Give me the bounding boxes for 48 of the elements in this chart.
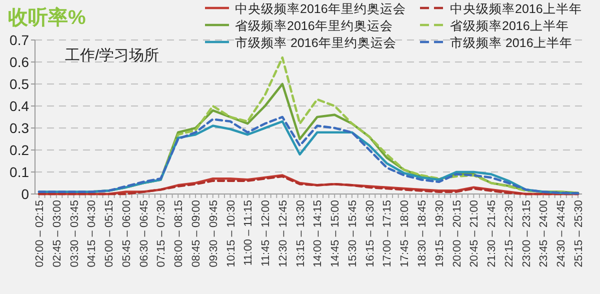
x-tick-label: 02:00 – 02:15	[34, 200, 46, 268]
x-tick-label: 10:15 – 10:30	[225, 200, 238, 268]
x-tick-label: 16:15 – 16:30	[364, 200, 376, 268]
x-tick-label: 25:15 – 25:30	[573, 200, 585, 268]
x-tick-label: 13:15 – 13:30	[294, 200, 307, 268]
x-tick-label: 11:00 – 11:15	[242, 200, 255, 266]
legend-label: 省级频率2016上半年	[450, 18, 569, 33]
legend-label: 中央级频率2016上半年	[450, 1, 582, 16]
y-tick-label: 0	[21, 186, 30, 202]
y-tick-label: 0.3	[10, 120, 30, 136]
y-tick-label: 0.4	[10, 98, 30, 114]
x-tick-label: 08:00 – 08:15	[173, 200, 186, 268]
annotation: 工作/学习场所	[65, 47, 160, 64]
y-tick-label: 0.5	[10, 76, 30, 92]
x-tick-label: 07:15 – 07:30	[156, 200, 168, 268]
x-tick-label: 02:45 – 03:00	[51, 200, 64, 268]
x-tick-label: 17:00 – 17:15	[382, 200, 394, 268]
x-tick-label: 08:45 – 09:00	[190, 200, 202, 268]
x-tick-label: 14:45 – 15:00	[330, 200, 342, 268]
y-tick-label: 0.6	[10, 54, 30, 70]
legend-label: 省级频率2016年里约奥运会	[235, 18, 393, 33]
x-tick-label: 12:30 – 12:45	[277, 200, 290, 268]
y-tick-label: 0.7	[10, 32, 30, 48]
x-tick-label: 20:00 – 20:15	[451, 200, 464, 268]
y-tick-label: 0.1	[10, 164, 30, 180]
x-tick-label: 09:30 – 09:45	[208, 200, 220, 268]
x-tick-label: 05:45 – 06:00	[120, 200, 133, 268]
x-tick-label: 24:30 – 24:45	[556, 200, 568, 268]
x-tick-label: 19:15 – 19:30	[434, 200, 446, 268]
legend-label: 中央级频率2016年里约奥运会	[235, 1, 406, 16]
x-tick-label: 17:45 – 18:00	[399, 200, 412, 268]
x-tick-label: 03:30 – 03:45	[68, 200, 81, 268]
x-tick-label: 06:30 – 06:45	[138, 200, 150, 268]
x-tick-label: 04:15 – 04:30	[86, 200, 98, 268]
y-tick-label: 0.2	[10, 142, 30, 158]
x-tick-label: 15:30 – 15:45	[346, 200, 359, 268]
legend-label: 市级频率 2016年里约奥运会	[235, 35, 396, 50]
x-tick-label: 14:00 – 14:15	[312, 200, 324, 268]
x-tick-label: 18:30 – 18:45	[416, 200, 429, 268]
chart-title: 收听率%	[8, 6, 86, 29]
x-tick-label: 11:45 – 12:00	[260, 200, 272, 266]
x-tick-label: 20:45 – 21:00	[468, 200, 481, 268]
x-tick-label: 05:00 – 05:15	[104, 200, 116, 268]
x-tick-label: 23:00 – 23:15	[520, 200, 533, 268]
legend-label: 市级频率 2016上半年	[450, 35, 572, 50]
x-tick-label: 22:15 – 22:30	[503, 200, 516, 268]
x-tick-label: 23:45 – 24:00	[538, 200, 550, 268]
x-tick-label: 21:30 – 21:45	[486, 200, 498, 268]
